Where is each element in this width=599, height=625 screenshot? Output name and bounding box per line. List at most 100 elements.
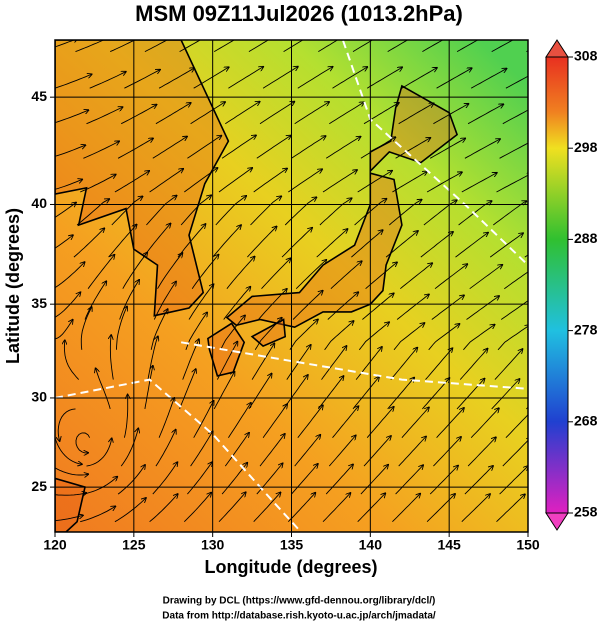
streamline <box>455 233 489 258</box>
contour <box>341 40 528 266</box>
streamline <box>328 435 355 467</box>
streamline <box>489 233 523 258</box>
streamline <box>363 103 399 125</box>
y-tick-label: 40 <box>31 195 47 211</box>
y-tick-label: 45 <box>31 88 47 104</box>
streamline <box>225 102 259 125</box>
streamline <box>433 437 461 467</box>
streamline <box>463 325 494 351</box>
streamline <box>124 70 160 89</box>
streamline <box>467 437 496 467</box>
streamline <box>329 102 364 125</box>
streamline <box>429 466 458 495</box>
streamline <box>459 349 487 380</box>
streamline <box>152 462 178 495</box>
streamline <box>259 434 285 467</box>
streamline <box>55 320 73 340</box>
streamline <box>251 344 274 380</box>
streamline <box>155 103 191 125</box>
streamline <box>295 260 326 290</box>
streamline <box>283 375 308 410</box>
streamline <box>55 515 83 522</box>
contour <box>180 341 528 390</box>
streamline <box>321 346 347 380</box>
streamline <box>226 257 255 289</box>
streamline <box>55 110 89 124</box>
streamline <box>190 102 226 125</box>
streamline <box>497 325 528 351</box>
x-tick-label: 145 <box>437 537 461 553</box>
colorbar-tick-label: 308 <box>574 48 598 64</box>
streamline <box>120 105 156 125</box>
streamline <box>401 68 437 89</box>
land <box>55 477 86 532</box>
streamline <box>433 104 468 125</box>
streamline <box>86 107 123 125</box>
streamline <box>499 142 528 159</box>
streamline <box>291 136 326 159</box>
streamline <box>461 173 497 193</box>
streamline <box>330 261 362 290</box>
streamline <box>55 262 84 289</box>
streamline <box>456 40 479 52</box>
streamline <box>119 280 140 320</box>
y-tick-label: 30 <box>31 389 47 405</box>
streamline <box>505 75 528 89</box>
streamline <box>322 493 350 523</box>
streamline <box>146 196 176 226</box>
streamline <box>325 464 353 495</box>
colorbar-tick-label: 288 <box>574 230 598 246</box>
streamline <box>187 136 221 159</box>
map-area <box>55 40 528 532</box>
streamline <box>73 228 104 258</box>
streamline <box>502 109 528 125</box>
streamline <box>75 40 112 53</box>
streamline <box>116 307 128 350</box>
streamline <box>144 366 153 409</box>
streamline <box>392 494 420 523</box>
y-tick-label: 25 <box>31 478 47 494</box>
streamline <box>366 407 394 438</box>
streamline <box>220 315 245 351</box>
y-axis-label: Latitude (degrees) <box>3 208 23 364</box>
streamline <box>193 401 214 438</box>
streamline <box>395 465 424 495</box>
streamline <box>152 137 187 159</box>
streamline <box>83 141 119 159</box>
streamline <box>390 348 418 380</box>
streamline <box>110 335 114 380</box>
streamline <box>385 231 418 258</box>
streamline <box>366 67 402 89</box>
streamline <box>55 40 78 48</box>
streamline <box>110 40 136 53</box>
streamline <box>352 377 379 410</box>
streamline <box>392 172 427 193</box>
colorbar-max-arrow <box>545 39 569 58</box>
streamline <box>123 395 127 438</box>
streamline <box>89 72 126 89</box>
streamline <box>155 430 176 467</box>
streamline <box>80 506 115 523</box>
streamline <box>157 253 183 289</box>
streamline <box>363 436 391 467</box>
streamline <box>80 307 91 350</box>
streamline <box>182 339 199 380</box>
title: MSM 09Z11Jul2026 (1013.2hPa) <box>135 1 463 26</box>
streamline <box>400 263 432 290</box>
land <box>55 40 230 317</box>
streamline <box>360 137 396 159</box>
streamline <box>319 198 352 226</box>
streamline <box>327 292 359 320</box>
streamline <box>294 102 329 125</box>
streamline <box>179 40 202 52</box>
streamline <box>221 135 256 159</box>
x-tick-label: 140 <box>359 537 383 553</box>
streamline <box>470 69 506 89</box>
streamline <box>212 225 241 258</box>
streamline <box>213 372 234 410</box>
streamline <box>75 432 91 453</box>
credit: Drawing by DCL (https://www.gfd-dennou.o… <box>163 596 436 607</box>
streamline <box>289 320 318 351</box>
streamline <box>259 102 294 125</box>
